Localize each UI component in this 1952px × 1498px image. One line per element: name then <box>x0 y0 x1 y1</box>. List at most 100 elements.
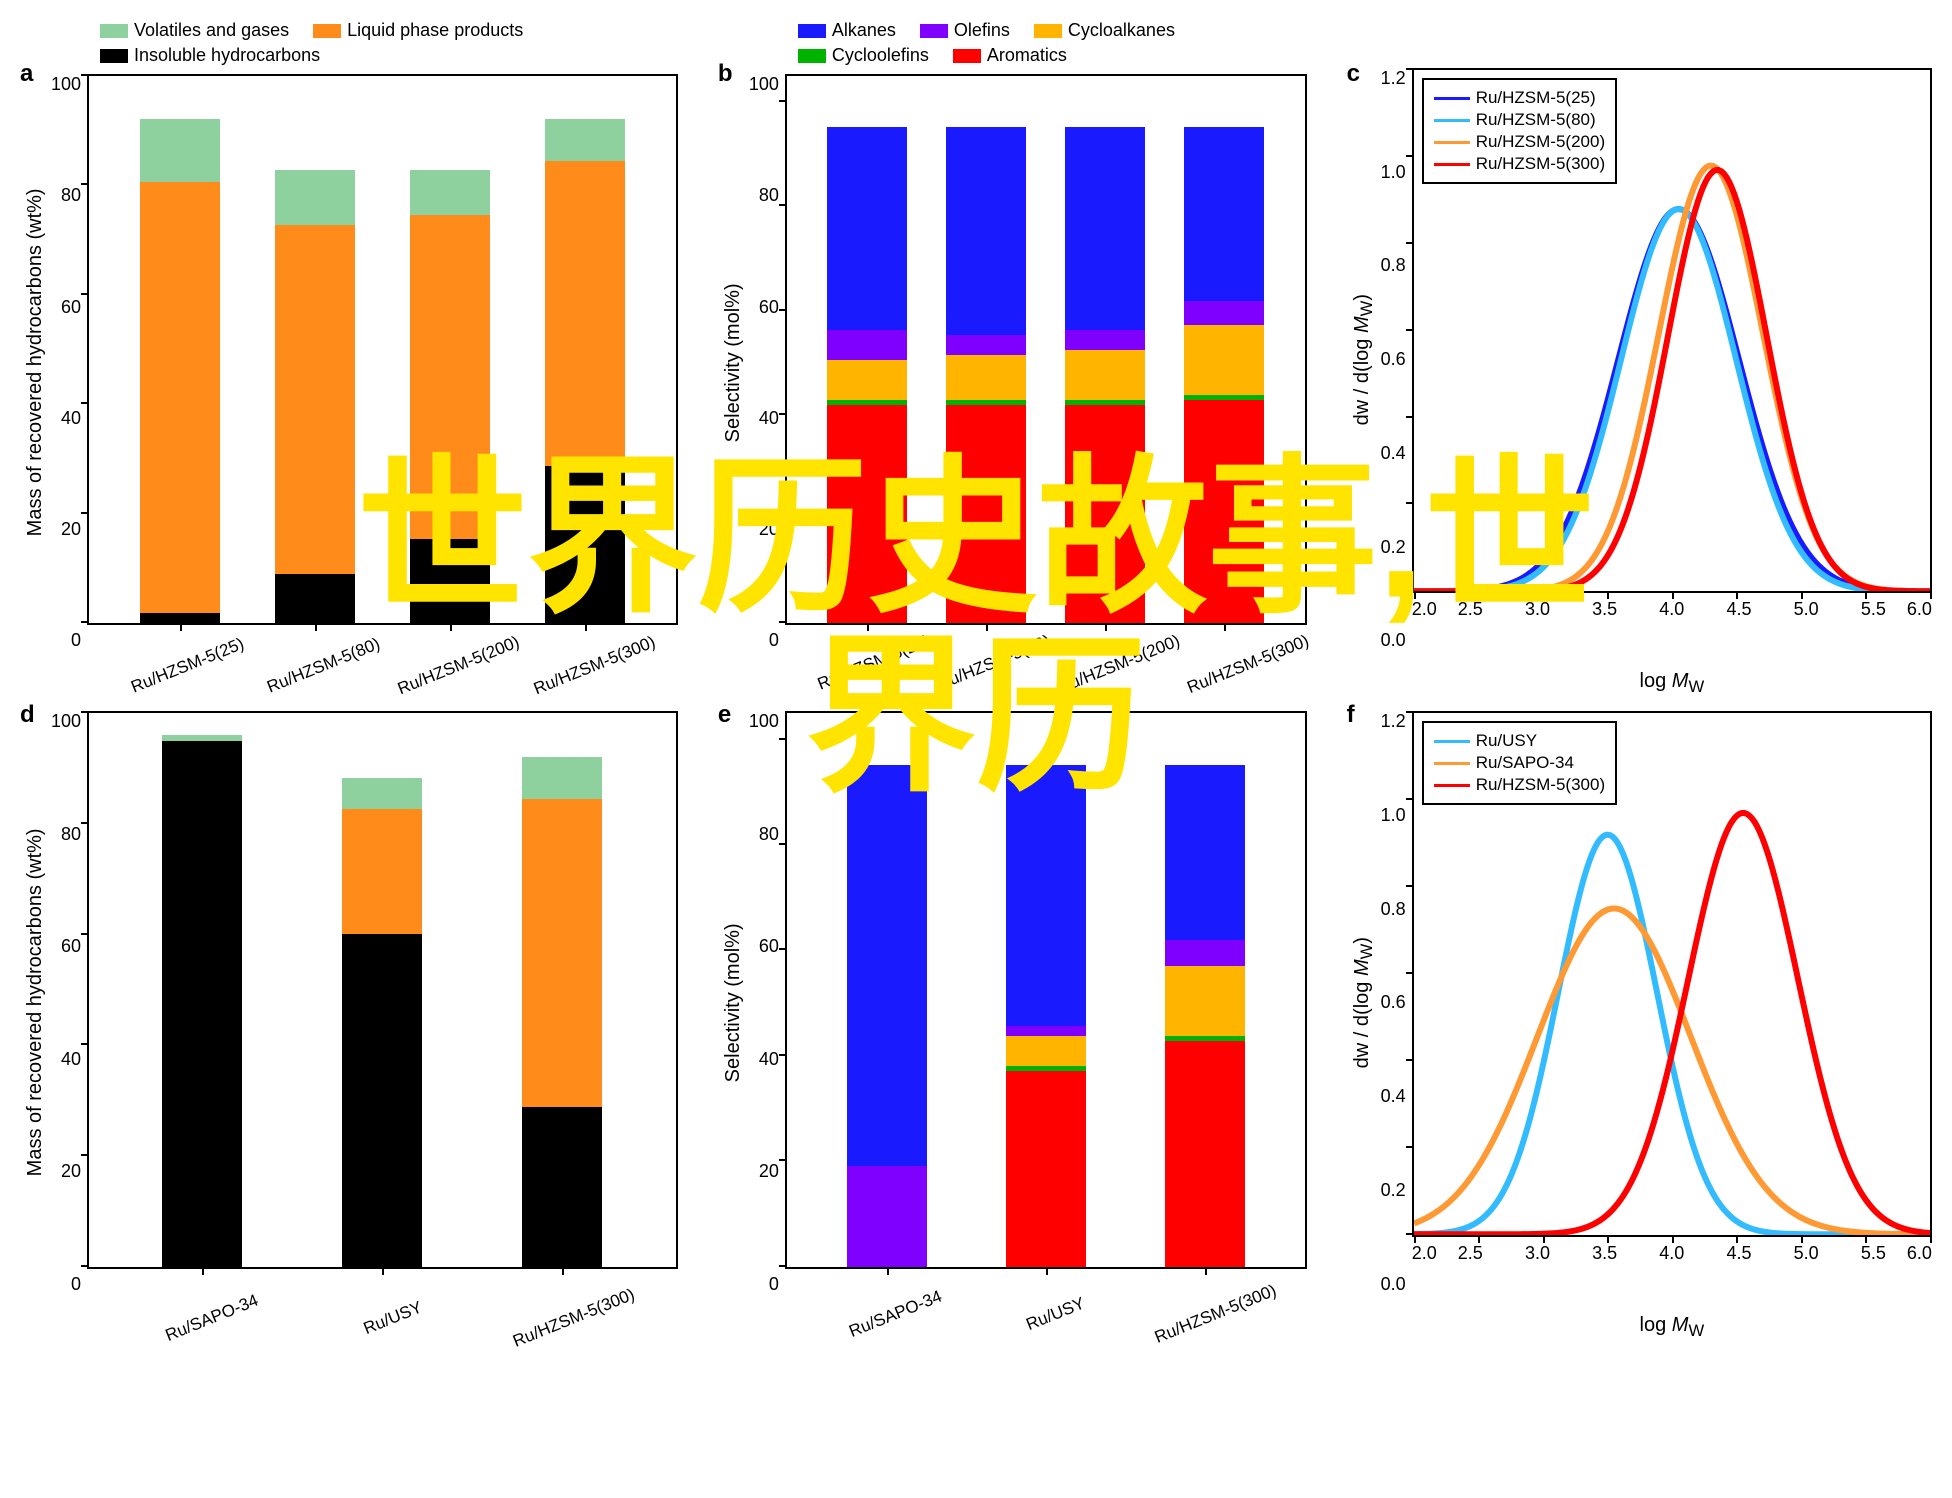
legend-item: Ru/HZSM-5(25) <box>1434 88 1605 108</box>
legend-item: Olefins <box>920 20 1010 41</box>
ytick-label: 0.2 <box>1381 537 1406 558</box>
legend-item: Ru/HZSM-5(300) <box>1434 154 1605 174</box>
ytick-label: 40 <box>61 408 81 429</box>
bar-segment-insoluble <box>162 741 242 1267</box>
legend-label: Cycloalkanes <box>1068 20 1175 41</box>
legend-label: Olefins <box>954 20 1010 41</box>
xtick-label: 2.0 <box>1412 599 1437 620</box>
legend-item: Ru/SAPO-34 <box>1434 753 1605 773</box>
legend-item: Ru/HZSM-5(80) <box>1434 110 1605 130</box>
xtick-label: 4.0 <box>1638 1243 1705 1264</box>
ytick-label: 80 <box>61 185 81 206</box>
ytick-label: 0 <box>71 1274 81 1295</box>
panel-c-xticks: 2.02.53.03.54.04.55.05.56.0 <box>1412 599 1932 620</box>
xtick-label: 2.5 <box>1437 1243 1504 1264</box>
bar-segment-alkanes <box>1065 127 1145 331</box>
bar-segment-aromatics <box>827 405 907 623</box>
stacked-bar <box>545 98 625 623</box>
stacked-bar <box>275 125 355 623</box>
stacked-bar <box>1006 740 1086 1267</box>
curve-Ru/HZSM-5(300) <box>1414 170 1930 591</box>
panel-b-yaxis: 100806040200 <box>749 74 785 651</box>
xtick-label: Ru/HZSM-5(300) <box>1137 1275 1293 1353</box>
legend-label: Ru/HZSM-5(25) <box>1476 88 1596 108</box>
bar-segment-olefins <box>1006 1026 1086 1036</box>
ytick-label: 0.2 <box>1381 1180 1406 1201</box>
bar-segment-liquid <box>522 799 602 1107</box>
ytick-label: 20 <box>61 1161 81 1182</box>
bar-segment-olefins <box>1165 940 1245 965</box>
xtick-label: 5.5 <box>1840 1243 1907 1264</box>
stacked-bar <box>827 102 907 623</box>
line-legend: Ru/USYRu/SAPO-34Ru/HZSM-5(300) <box>1422 721 1617 805</box>
legend-swatch <box>798 24 826 38</box>
panel-c: c dw / d(log MW) 1.21.00.80.60.40.20.0 R… <box>1347 20 1932 651</box>
bar-segment-insoluble <box>275 574 355 624</box>
bar-segment-alkanes <box>1165 765 1245 941</box>
legend-label: Ru/SAPO-34 <box>1476 753 1574 773</box>
legend-label: Alkanes <box>832 20 896 41</box>
panel-a-legend: Volatiles and gases Liquid phase products… <box>100 20 678 66</box>
xtick-label: 5.5 <box>1840 599 1907 620</box>
bar-segment-volatiles <box>545 119 625 161</box>
legend-swatch <box>1434 784 1470 787</box>
xtick-label: 6.0 <box>1907 1243 1932 1264</box>
ytick-label: 80 <box>759 185 779 206</box>
legend-label: Volatiles and gases <box>134 20 289 41</box>
ytick-label: 40 <box>759 408 779 429</box>
panel-b-legend: AlkanesOlefinsCycloalkanesCycloolefinsAr… <box>798 20 1307 66</box>
bar-segment-volatiles <box>522 757 602 799</box>
legend-label: Ru/HZSM-5(300) <box>1476 775 1605 795</box>
bar-segment-olefins <box>946 335 1026 355</box>
ytick-label: 1.0 <box>1381 805 1406 826</box>
ytick-label: 100 <box>51 74 81 95</box>
panel-d-xticks: Ru/SAPO-34Ru/USYRu/HZSM-5(300) <box>87 1275 678 1295</box>
xtick-label: 6.0 <box>1907 599 1932 620</box>
stacked-bar <box>162 724 242 1266</box>
panel-f-ylabel: dw / d(log MW) <box>1347 711 1381 1294</box>
ytick-label: 20 <box>61 519 81 540</box>
bar-segment-olefins <box>847 1166 927 1266</box>
panel-f-plot: Ru/USYRu/SAPO-34Ru/HZSM-5(300) <box>1412 711 1932 1236</box>
legend-swatch <box>1434 740 1470 743</box>
legend-swatch <box>953 49 981 63</box>
legend-swatch <box>1434 97 1470 100</box>
panel-f-xticks: 2.02.53.03.54.04.55.05.56.0 <box>1412 1243 1932 1264</box>
panel-b-ylabel: Selectivity (mol%) <box>718 74 749 651</box>
ytick-label: 60 <box>61 936 81 957</box>
legend-swatch <box>798 49 826 63</box>
xtick-label: 4.5 <box>1705 599 1772 620</box>
panel-b-plot <box>785 74 1307 625</box>
bar-segment-aromatics <box>1065 405 1145 623</box>
ytick-label: 40 <box>759 1049 779 1070</box>
panel-d: d Mass of recovered hydrocarbons (wt%) 1… <box>20 681 678 1294</box>
legend-item: Liquid phase products <box>313 20 523 41</box>
legend-item: Ru/USY <box>1434 731 1605 751</box>
ytick-label: 0.0 <box>1381 630 1406 651</box>
bar-segment-aromatics <box>946 405 1026 623</box>
stacked-bar <box>522 735 602 1266</box>
figure-grid: Volatiles and gases Liquid phase products… <box>20 20 1932 1236</box>
legend-label: Liquid phase products <box>347 20 523 41</box>
bar-segment-insoluble <box>410 539 490 624</box>
legend-item: Aromatics <box>953 45 1067 66</box>
legend-swatch <box>1434 141 1470 144</box>
bar-segment-insoluble <box>522 1107 602 1266</box>
legend-item: Ru/HZSM-5(300) <box>1434 775 1605 795</box>
panel-a-xticks: Ru/HZSM-5(25)Ru/HZSM-5(80)Ru/HZSM-5(200)… <box>87 631 678 651</box>
ytick-label: 20 <box>759 519 779 540</box>
bar-segment-liquid <box>140 182 220 613</box>
legend-item: Volatiles and gases <box>100 20 289 41</box>
xtick-label: 3.0 <box>1504 599 1571 620</box>
bar-segment-volatiles <box>275 170 355 225</box>
xtick-label: 3.5 <box>1571 1243 1638 1264</box>
ytick-label: 20 <box>759 1161 779 1182</box>
bar-segment-aromatics <box>1165 1041 1245 1267</box>
bar-segment-cycloalkanes <box>827 360 907 400</box>
legend-label: Ru/HZSM-5(200) <box>1476 132 1605 152</box>
xtick-label: 3.5 <box>1571 599 1638 620</box>
ytick-label: 0.8 <box>1381 255 1406 276</box>
bar-segment-olefins <box>1065 330 1145 350</box>
legend-swatch <box>1434 119 1470 122</box>
ytick-label: 80 <box>759 824 779 845</box>
